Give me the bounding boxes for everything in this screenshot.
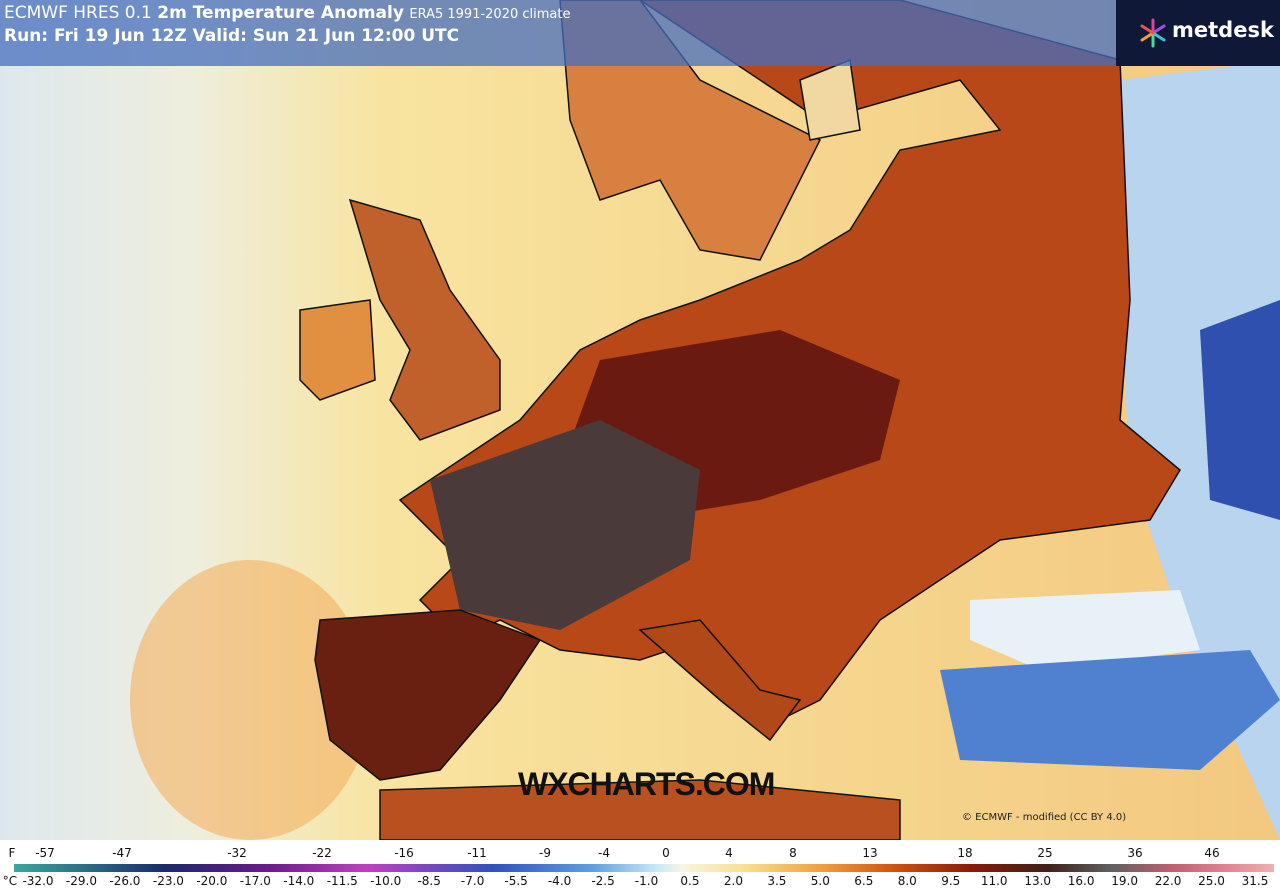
c-label: 0.5	[680, 874, 700, 888]
c-label: 22.0	[1154, 874, 1182, 888]
c-label: -5.5	[504, 874, 528, 888]
logo-icon	[1140, 18, 1166, 48]
c-label: -11.5	[326, 874, 358, 888]
c-label: 5.0	[810, 874, 830, 888]
c-label: 19.0	[1111, 874, 1138, 888]
f-label: 36	[1127, 846, 1143, 860]
f-label: 46	[1204, 846, 1220, 860]
c-label: -2.5	[591, 874, 615, 888]
watermark: WXCHARTS.COM	[518, 766, 775, 802]
title: ECMWF HRES 0.1	[4, 3, 152, 23]
c-label: -32.0	[22, 874, 54, 888]
c-label: 13.0	[1024, 874, 1052, 888]
c-label: -4.0	[547, 874, 572, 888]
c-label: 6.5	[854, 874, 874, 888]
f-label: -32	[227, 846, 247, 860]
run-line: Run: Fri 19 Jun 12Z Valid: Sun 21 Jun 12…	[4, 26, 460, 46]
c-label: -1.0	[634, 874, 659, 888]
colorbar: F °C -57 -47 -32 -22 -16 -11 -9 -4 0 4 8 13 18 25 36 46…	[0, 840, 1280, 892]
f-label: -16	[394, 846, 414, 860]
c-label: 16.0	[1067, 874, 1095, 888]
c-label: -17.0	[239, 874, 271, 888]
f-label: -11	[467, 846, 487, 860]
f-label: 0	[662, 846, 670, 860]
c-label: -10.0	[370, 874, 402, 888]
c-label: 11.0	[980, 874, 1008, 888]
copyright: © ECMWF - modified (CC BY 4.0)	[962, 812, 1127, 823]
f-unit: F	[8, 846, 16, 860]
c-label: -29.0	[65, 874, 97, 888]
header: ECMWF HRES 0.1 2m Temperature Anomaly ER…	[0, 0, 1116, 66]
logo-text: metdesk	[1172, 18, 1274, 42]
climate: ERA5 1991-2020 climate	[409, 7, 571, 22]
f-label: -57	[35, 846, 55, 860]
logo[interactable]: metdesk	[1116, 0, 1280, 66]
f-label: 13	[862, 846, 878, 860]
f-label: 8	[789, 846, 797, 860]
c-label: -23.0	[152, 874, 184, 888]
colorbar-gradient	[14, 864, 1274, 872]
f-label: -4	[598, 846, 610, 860]
c-label: -14.0	[283, 874, 315, 888]
c-label: -26.0	[109, 874, 141, 888]
f-label: -47	[112, 846, 132, 860]
f-label: 18	[957, 846, 973, 860]
f-label: -9	[539, 846, 551, 860]
map	[0, 0, 1280, 840]
f-label: 25	[1037, 846, 1053, 860]
c-label: -7.0	[460, 874, 485, 888]
title-bold: 2m Temperature Anomaly	[157, 3, 404, 23]
c-label: 25.0	[1198, 874, 1225, 888]
title-line: ECMWF HRES 0.1 2m Temperature Anomaly ER…	[4, 3, 570, 23]
c-label: 2.0	[723, 874, 743, 888]
c-label: 9.5	[941, 874, 961, 888]
c-label: 31.5	[1241, 874, 1269, 888]
c-label: 3.5	[767, 874, 787, 888]
f-label: 4	[725, 846, 733, 860]
f-label: -22	[312, 846, 332, 860]
c-label: -20.0	[196, 874, 228, 888]
c-label: -8.5	[417, 874, 441, 888]
c-label: 8.0	[897, 874, 917, 888]
c-unit: °C	[2, 874, 18, 888]
